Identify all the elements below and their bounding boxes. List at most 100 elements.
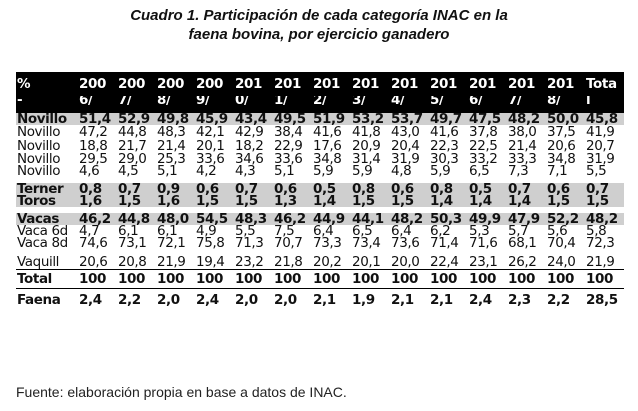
table-cell: 5,9 bbox=[352, 165, 373, 177]
table-cell: 2,3 bbox=[508, 292, 531, 308]
table-cell: 45,8 bbox=[585, 113, 624, 125]
table-cell: 100 bbox=[195, 269, 234, 289]
table-cell: 37,5 bbox=[547, 125, 576, 139]
table-cell: 52,2 bbox=[546, 213, 585, 225]
column-header: % bbox=[16, 72, 78, 96]
table-cell: 31,9 bbox=[586, 153, 615, 165]
table-cell: 100 bbox=[546, 269, 585, 289]
table-row: Vacas 46,2 44,8 48,0 54,5 48,3 46,2 44,9 44,1 48,… bbox=[16, 213, 624, 225]
row-label: Vaquill bbox=[17, 255, 60, 270]
table-cell: 0,7 bbox=[585, 183, 624, 195]
column-header: 7/ bbox=[117, 96, 156, 113]
table-cell: 68,1 bbox=[508, 237, 537, 249]
column-header: 200 bbox=[156, 72, 195, 96]
table-cell: 6,5 bbox=[469, 165, 490, 177]
row-label: Terner bbox=[16, 183, 78, 195]
table-cell: 1,5 bbox=[546, 195, 585, 207]
table-cell: 49,5 bbox=[273, 113, 312, 125]
table-cell: 100 bbox=[78, 269, 117, 289]
table-cell: 100 bbox=[273, 269, 312, 289]
column-header: 201 bbox=[507, 72, 546, 96]
table-cell: 5,1 bbox=[157, 165, 178, 177]
row-label: Novillo bbox=[16, 113, 78, 125]
column-header: 4/ bbox=[390, 96, 429, 113]
table-cell: 47,2 bbox=[79, 125, 108, 139]
column-header: Tota bbox=[585, 72, 624, 96]
table-cell: 2,0 bbox=[274, 292, 297, 308]
table-cell: 41,6 bbox=[430, 125, 459, 139]
table-row: Faena 2,4 2,2 2,0 2,4 2,0 2,0 2,1 1,9 2,1 2,1 2,4 2,… bbox=[16, 289, 624, 312]
table-cell: 6,1 bbox=[157, 225, 178, 237]
table-cell: 29,0 bbox=[118, 153, 147, 165]
column-header: 8/ bbox=[156, 96, 195, 113]
table-cell: 5,9 bbox=[430, 165, 451, 177]
row-label: Faena bbox=[17, 292, 61, 308]
table-cell: 1,5 bbox=[351, 195, 390, 207]
column-header: 6/ bbox=[468, 96, 507, 113]
table-cell: 47,9 bbox=[507, 213, 546, 225]
table-cell: 44,1 bbox=[351, 213, 390, 225]
column-header: 201 bbox=[312, 72, 351, 96]
table-row: Vaquill 20,6 20,8 21,9 19,4 23,2 21,8 20,2 20,1 2… bbox=[16, 255, 624, 270]
table-cell: 30,3 bbox=[430, 153, 459, 165]
column-header: 9/ bbox=[195, 96, 234, 113]
table-cell: 6,4 bbox=[313, 225, 334, 237]
table-cell: 0,6 bbox=[273, 183, 312, 195]
table-row: Novillo 51,4 52,9 49,8 45,9 43,4 49,5 51,9 53,2 5… bbox=[16, 113, 624, 125]
table-cell: 34,8 bbox=[313, 153, 342, 165]
table-cell: 26,2 bbox=[508, 255, 537, 270]
column-header: 1/ bbox=[273, 96, 312, 113]
table-cell: 18,8 bbox=[79, 139, 108, 153]
table-cell: 43,4 bbox=[234, 113, 273, 125]
table-cell: 38,0 bbox=[508, 125, 537, 139]
table-cell: 6,4 bbox=[391, 225, 412, 237]
table-cell: 44,8 bbox=[118, 125, 147, 139]
table-row: Toros 1,6 1,5 1,6 1,5 1,5 1,3 1,4 1,5 1,5 1,4 1,4 1,… bbox=[16, 195, 624, 207]
table-cell: 1,6 bbox=[156, 195, 195, 207]
table-cell: 100 bbox=[117, 269, 156, 289]
table-cell: 4,3 bbox=[235, 165, 256, 177]
table-cell: 7,1 bbox=[547, 165, 568, 177]
table-cell: 100 bbox=[156, 269, 195, 289]
table-cell: 2,2 bbox=[118, 292, 141, 308]
column-header: 0/ bbox=[234, 96, 273, 113]
table-cell: 45,9 bbox=[195, 113, 234, 125]
table-cell: 48,2 bbox=[585, 213, 624, 225]
table-cell: 6,2 bbox=[430, 225, 451, 237]
table-cell: 22,3 bbox=[430, 139, 459, 153]
table-cell: 21,4 bbox=[157, 139, 186, 153]
table-cell: 51,4 bbox=[78, 113, 117, 125]
table-cell: 51,9 bbox=[312, 113, 351, 125]
table-cell: 19,4 bbox=[196, 255, 225, 270]
table-cell: 73,6 bbox=[391, 237, 420, 249]
column-header: 201 bbox=[429, 72, 468, 96]
table-cell: 73,3 bbox=[313, 237, 342, 249]
table-cell: 1,5 bbox=[234, 195, 273, 207]
table-cell: 2,4 bbox=[196, 292, 219, 308]
table-cell: 49,9 bbox=[468, 213, 507, 225]
table-cell: 21,4 bbox=[508, 139, 537, 153]
table-cell: 33,3 bbox=[508, 153, 537, 165]
table-cell: 4,5 bbox=[118, 165, 139, 177]
table-cell: 33,6 bbox=[274, 153, 303, 165]
table-cell: 5,5 bbox=[586, 165, 607, 177]
row-label: Novillo bbox=[17, 165, 61, 177]
table-cell: 22,5 bbox=[469, 139, 498, 153]
table-cell: 1,4 bbox=[468, 195, 507, 207]
table-cell: 48,3 bbox=[157, 125, 186, 139]
table-cell: 100 bbox=[507, 269, 546, 289]
table-cell: 5,3 bbox=[469, 225, 490, 237]
column-header: 200 bbox=[117, 72, 156, 96]
table-cell: 70,7 bbox=[274, 237, 303, 249]
table-cell: 2,0 bbox=[235, 292, 258, 308]
column-header: 200 bbox=[195, 72, 234, 96]
row-label: Novillo bbox=[17, 153, 61, 165]
table-cell: 75,8 bbox=[196, 237, 225, 249]
table-row: Total 100 100 100 100 100 100 100 100 100 100 100 10… bbox=[16, 269, 624, 289]
table-cell: 6,1 bbox=[118, 225, 139, 237]
table-cell: 73,4 bbox=[352, 237, 381, 249]
table-cell: 5,1 bbox=[274, 165, 295, 177]
table-cell: 2,4 bbox=[469, 292, 492, 308]
table-cell: 1,5 bbox=[390, 195, 429, 207]
table-cell: 1,6 bbox=[78, 195, 117, 207]
